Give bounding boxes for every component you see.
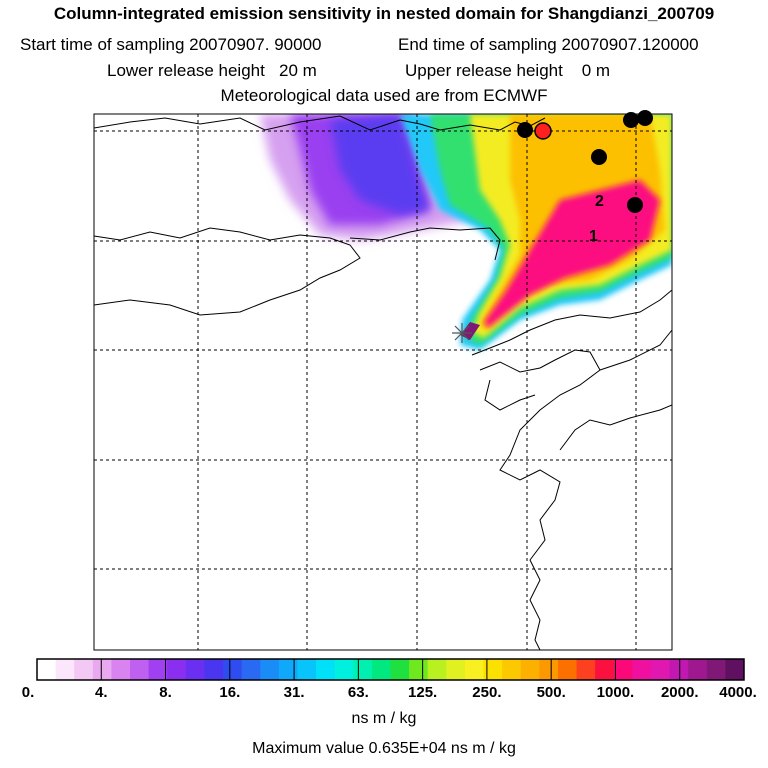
- colorbar-swatch: [334, 659, 354, 680]
- colorbar-swatch: [483, 659, 503, 680]
- coastline-east: [479, 349, 601, 650]
- upper-release-height: Upper release height 0 m: [405, 61, 611, 80]
- plume-field: [260, 114, 672, 350]
- colorbar-swatch: [37, 659, 57, 680]
- station-dot-red: [534, 122, 552, 140]
- colorbar-swatch: [706, 659, 726, 680]
- colorbar-swatch: [55, 659, 75, 680]
- sampling-end: End time of sampling 20070907.120000: [398, 35, 699, 54]
- colorbar-swatch: [539, 659, 559, 680]
- colorbar-swatch: [502, 659, 522, 680]
- sampling-start: Start time of sampling 20070907. 90000: [20, 35, 322, 54]
- colorbar-tick-label: 1000.: [596, 684, 635, 701]
- colorbar-swatch: [260, 659, 280, 680]
- coastline-gulf: [349, 227, 501, 261]
- colorbar-swatch: [688, 659, 708, 680]
- coastline-peninsula: [471, 289, 672, 356]
- colorbar-swatch: [353, 659, 373, 680]
- coastline-bay: [94, 227, 361, 316]
- colorbar-units: ns m / kg: [351, 710, 417, 727]
- colorbar-swatch: [185, 659, 205, 680]
- colorbar-tick-label: 4.: [95, 684, 108, 701]
- plume-label-2: 2: [595, 193, 604, 210]
- station-dot: [623, 112, 639, 128]
- colorbar-swatch: [316, 659, 336, 680]
- coastline-north: [94, 115, 546, 131]
- map-title: Column-integrated emission sensitivity i…: [53, 4, 715, 23]
- colorbar-swatch: [371, 659, 391, 680]
- colorbar-swatch: [613, 659, 633, 680]
- colorbar-swatch: [669, 659, 689, 680]
- colorbar-tick-label: 500.: [536, 684, 566, 701]
- colorbar-swatch: [464, 659, 485, 680]
- colorbar-swatch: [725, 659, 745, 680]
- met-data-source: Meteorological data used are from ECMWF: [220, 86, 548, 105]
- colorbar-tick-label: 16.: [219, 684, 241, 701]
- colorbar-swatch: [204, 659, 224, 680]
- colorbar-swatch: [297, 659, 317, 680]
- colorbar-swatch: [278, 659, 298, 680]
- colorbar-tick-label: 8.: [159, 684, 172, 701]
- colorbar-frame: [36, 658, 745, 681]
- colorbar-swatch: [409, 659, 429, 680]
- colorbar-swatch: [632, 659, 652, 680]
- colorbar-swatch: [241, 659, 261, 680]
- colorbar-tick-label: 250.: [472, 684, 502, 701]
- colorbar-swatch: [427, 659, 447, 680]
- stations: [517, 110, 653, 213]
- colorbar-swatch: [650, 659, 671, 680]
- colorbar-swatch: [92, 659, 112, 680]
- colorbar-swatch: [595, 659, 615, 680]
- colorbar-swatch: [167, 659, 187, 680]
- colorbar-swatch: [520, 659, 540, 680]
- colorbar-swatch: [148, 659, 168, 680]
- maximum-value: Maximum value 0.635E+04 ns m / kg: [252, 740, 516, 757]
- coastline-east-3: [599, 329, 672, 371]
- colorbar-swatch: [130, 659, 150, 680]
- coastline-east-4: [559, 404, 672, 451]
- coastline-east-2: [484, 379, 536, 411]
- colorbar-swatch: [446, 659, 466, 680]
- colorbar-tick-label: 4000.: [719, 684, 757, 701]
- plume-blue-region: [330, 114, 430, 215]
- coastlines: [94, 115, 672, 650]
- colorbar-swatch: [557, 659, 578, 680]
- colorbar: [37, 659, 745, 680]
- colorbar-swatch: [390, 659, 410, 680]
- colorbar-swatch: [223, 659, 243, 680]
- lower-release-height: Lower release height 20 m: [107, 61, 317, 80]
- station-dot: [637, 110, 653, 126]
- station-dot: [517, 122, 533, 138]
- colorbar-swatch: [111, 659, 131, 680]
- colorbar-swatch: [74, 659, 94, 680]
- colorbar-tick-label: 63.: [347, 684, 369, 701]
- colorbar-swatch: [576, 659, 596, 680]
- plume-magenta-core: [484, 180, 660, 328]
- plume-label-1: 1: [589, 228, 598, 245]
- colorbar-tick-label: 0.: [21, 684, 35, 701]
- station-dot: [591, 149, 607, 165]
- colorbar-tick-label: 31.: [283, 684, 305, 701]
- map-frame: [93, 113, 673, 651]
- receptor-star-icon: [452, 323, 472, 343]
- colorbar-tick-label: 125.: [408, 684, 438, 701]
- station-dot: [627, 197, 643, 213]
- lat-lon-grid: [94, 114, 672, 650]
- colorbar-tick-label: 2000.: [660, 684, 699, 701]
